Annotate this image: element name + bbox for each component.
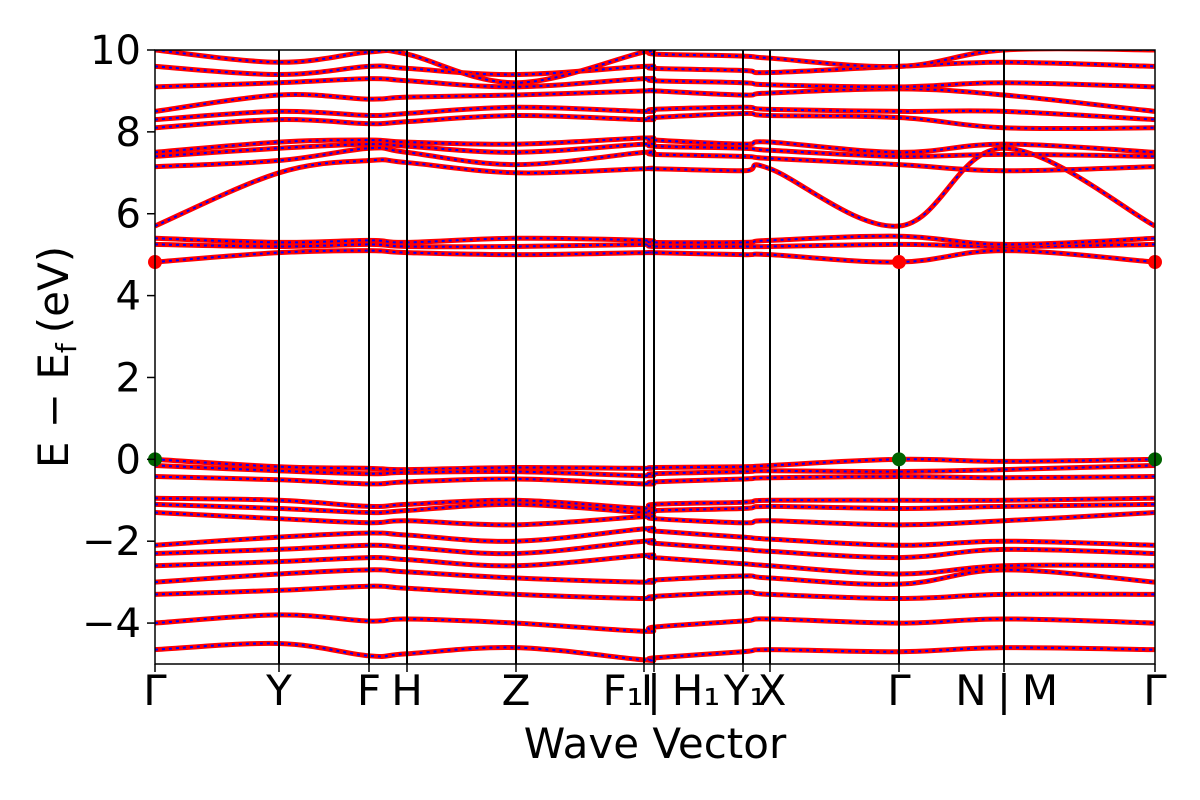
y-axis-label-main: E − E — [29, 353, 78, 468]
band-line-dashed-17 — [155, 146, 1155, 172]
x-tick-label-12: N — [955, 666, 986, 715]
band-line-dashed-16 — [155, 147, 1155, 228]
y-tick-label-2: 0 — [116, 437, 141, 483]
band-line-dashed-24 — [155, 61, 1155, 76]
x-tick-label-9: Y₁ — [723, 666, 767, 715]
band-line-dashed-15 — [155, 235, 1155, 246]
y-tick-label-3: 2 — [116, 355, 141, 401]
band-line-dashed-4 — [155, 503, 1155, 514]
x-tick-label-6: I — [641, 666, 653, 715]
y-tick-label-4: 4 — [116, 274, 141, 320]
x-tick-label-11: Γ — [887, 666, 911, 715]
x-tick-label-10: X — [758, 666, 787, 715]
y-tick-label-5: 6 — [116, 192, 141, 238]
x-tick-label-1: Y — [265, 666, 292, 715]
band-line-dashed-1 — [155, 464, 1155, 477]
band-line-dashed-3 — [155, 497, 1155, 510]
cbm-marker-4 — [892, 255, 906, 270]
x-tick-label-5: F₁ — [603, 666, 644, 715]
band-line-dashed-14 — [155, 243, 1155, 248]
band-line-dashed-23 — [155, 77, 1155, 88]
band-line-dashed-22 — [155, 87, 1155, 113]
band-line-dashed-12 — [155, 642, 1155, 662]
band-line-dashed-21 — [155, 106, 1155, 121]
plot-frame — [154, 49, 1156, 665]
x-tick-label-15: Γ — [1143, 666, 1167, 715]
y-tick-label-6: 8 — [116, 110, 141, 156]
x-tick-label-3: H — [391, 666, 423, 715]
band-line-dashed-6 — [155, 527, 1155, 547]
x-tick-label-4: Z — [502, 666, 531, 715]
y-tick-label-7: 10 — [90, 28, 141, 74]
y-tick-label-0: −4 — [82, 601, 141, 647]
band-line-dashed-8 — [155, 554, 1155, 575]
x-tick-label-7: | — [647, 666, 661, 715]
band-line-dashed-0 — [155, 458, 1155, 471]
band-line-dashed-10 — [155, 585, 1155, 600]
band-line-dashed-20 — [155, 112, 1155, 130]
x-tick-label-2: F — [357, 666, 381, 715]
y-tick-label-1: −2 — [82, 519, 141, 565]
band-line-dashed-11 — [155, 613, 1155, 633]
y-axis-label-unit: (eV) — [29, 246, 78, 333]
band-line-dashed-5 — [155, 511, 1155, 526]
band-line-dashed-18 — [155, 142, 1155, 158]
band-line-dashed-25 — [155, 50, 1155, 84]
band-line-dashed-7 — [155, 539, 1155, 559]
band-line-dashed-2 — [155, 475, 1155, 485]
x-tick-label-8: H₁ — [672, 666, 720, 715]
kpoint-lines — [278, 50, 1005, 664]
y-axis-ticks: −4 −2 0 2 4 6 8 10 — [82, 28, 155, 647]
band-line-dashed-9 — [155, 568, 1155, 586]
bands-layer — [155, 50, 1155, 664]
x-tick-label-0: Γ — [143, 666, 167, 715]
x-axis-ticks: Γ Y F H Z F₁I| H₁ Y₁X Γ N | M Γ — [143, 664, 1167, 715]
band-line-dashed-13 — [155, 249, 1155, 264]
band-line-dashed-19 — [155, 136, 1155, 154]
y-axis-label: E − Ef (eV) — [29, 246, 83, 468]
y-axis-label-sub: f — [50, 342, 83, 353]
x-tick-label-14: M — [1022, 666, 1058, 715]
x-tick-label-13: | — [997, 666, 1011, 715]
vbm-marker-1 — [892, 452, 906, 467]
x-axis-label: Wave Vector — [524, 719, 787, 768]
